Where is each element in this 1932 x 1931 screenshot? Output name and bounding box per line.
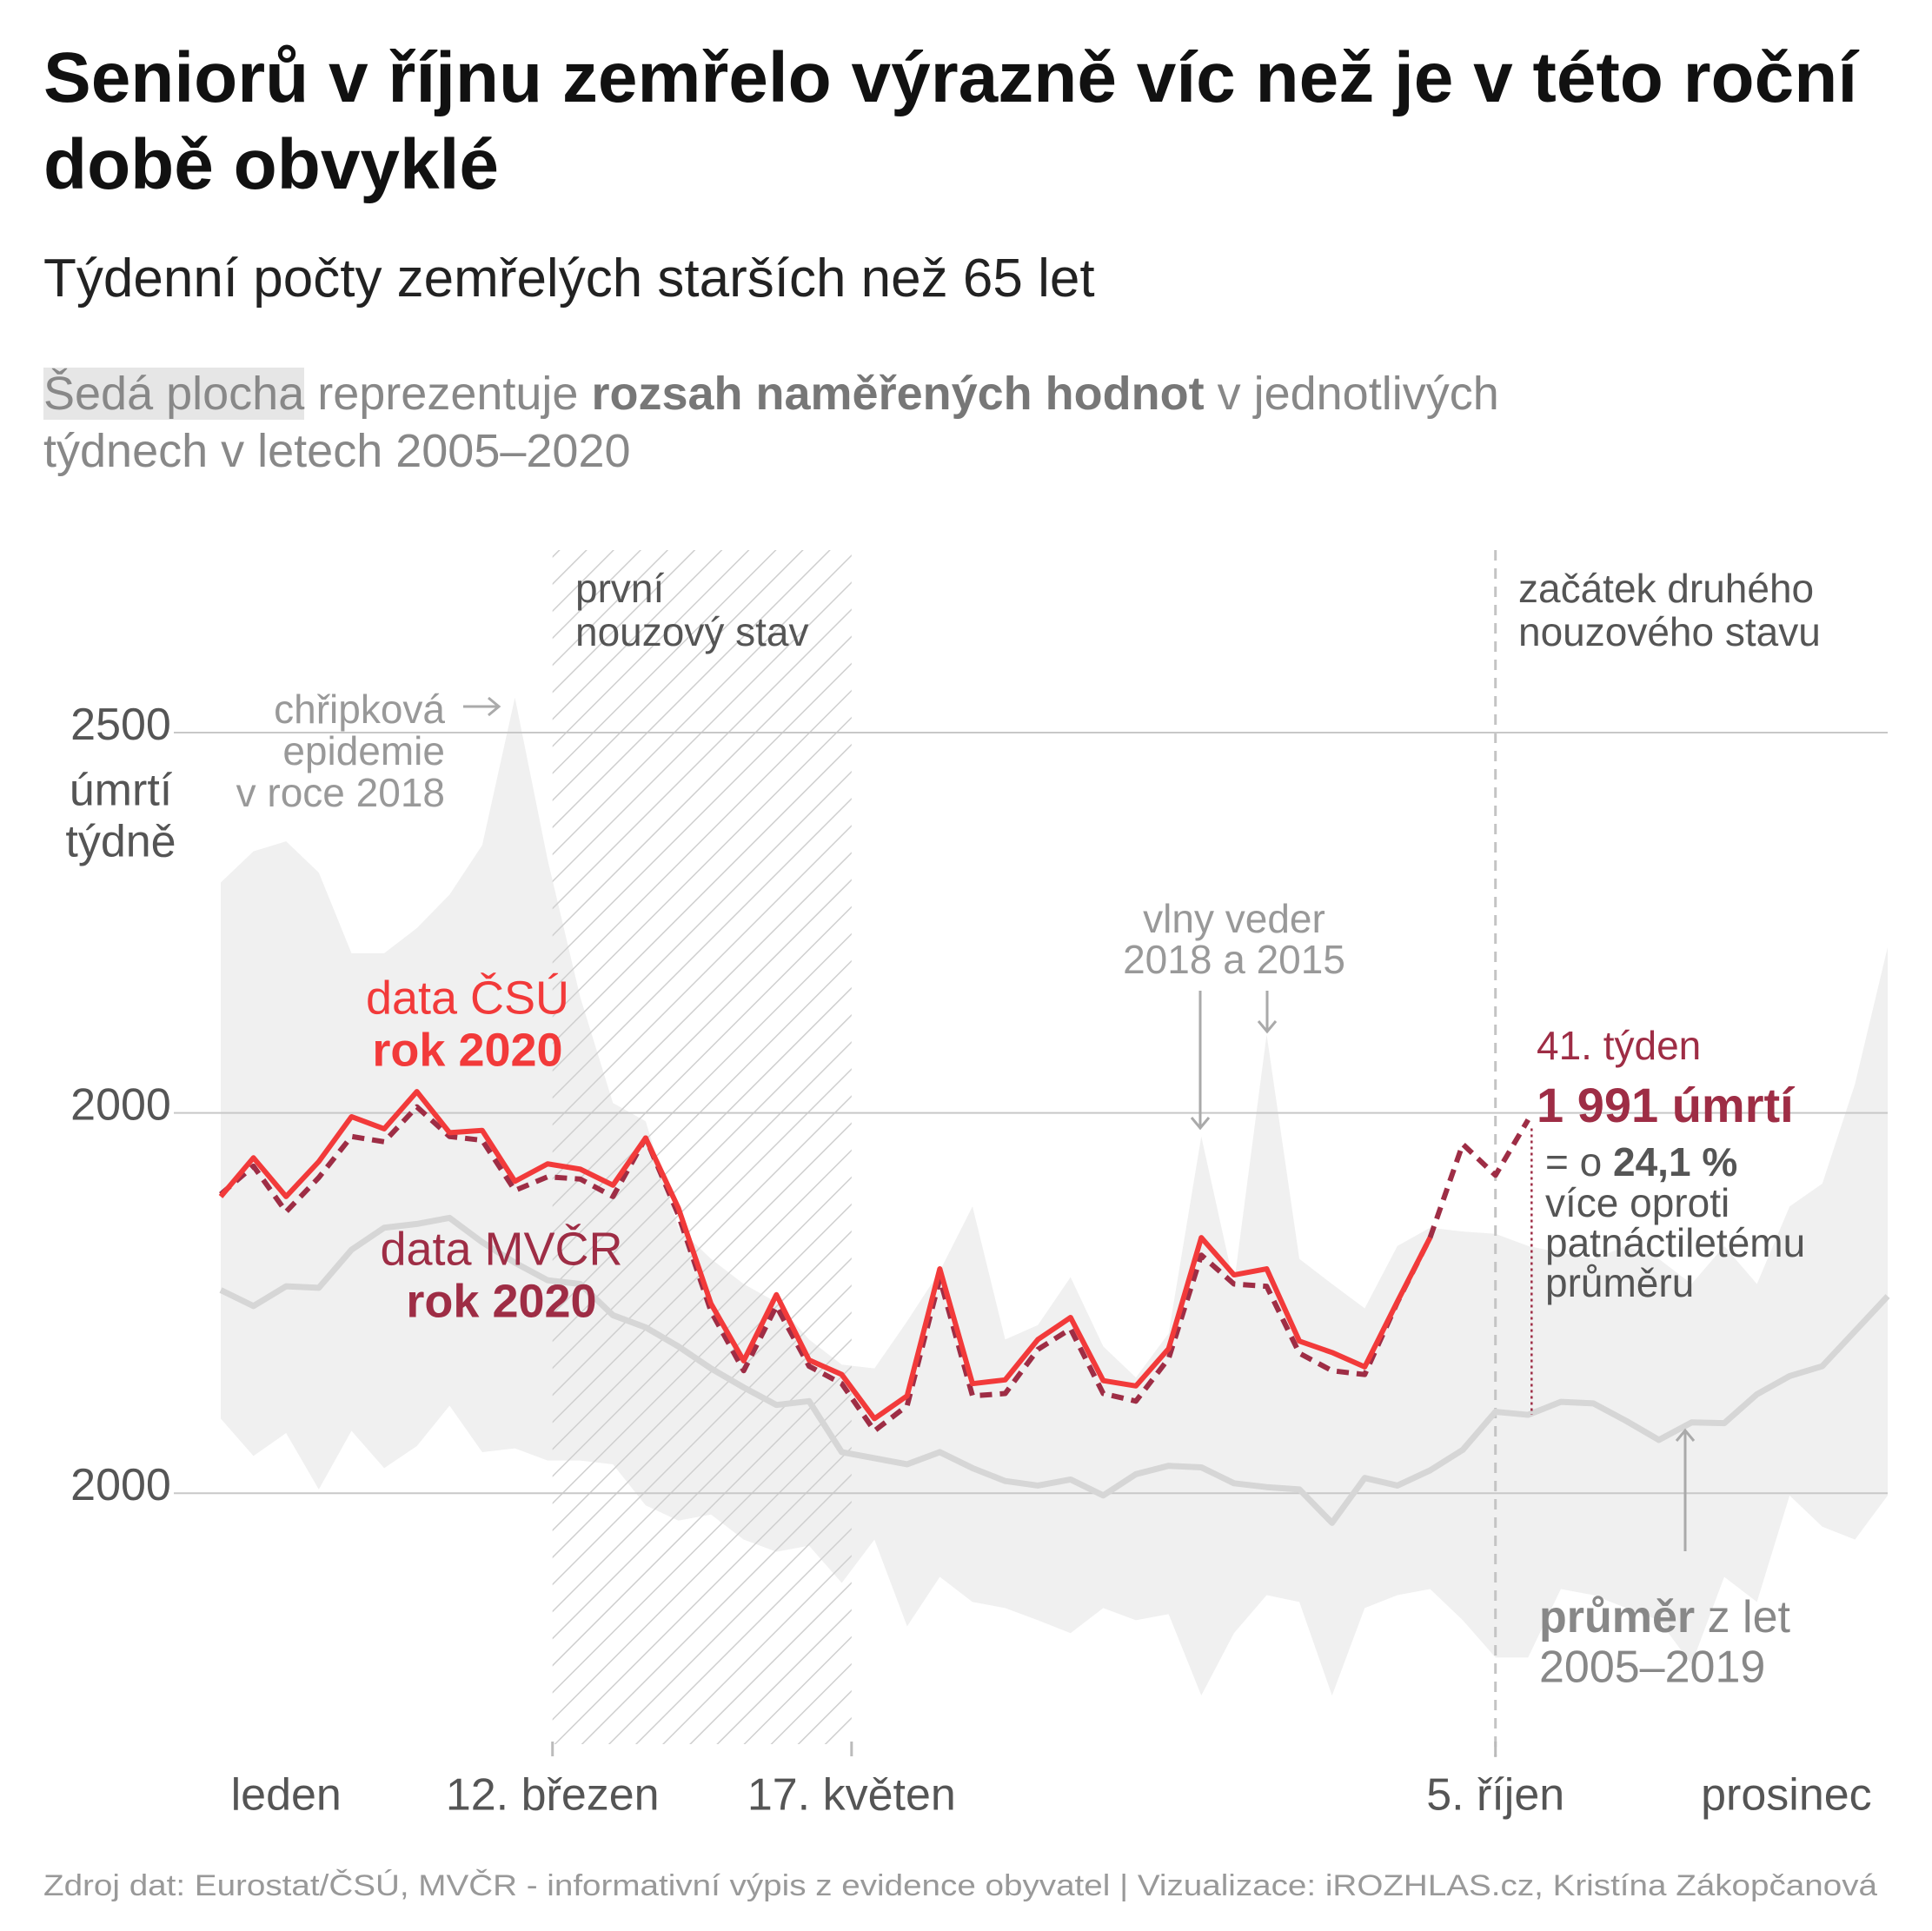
- y-tick-label: 2000: [70, 1460, 171, 1510]
- callout-text: průměru: [1545, 1260, 1694, 1305]
- callout-text: více oproti: [1545, 1180, 1730, 1225]
- callout-text: patnáctiletému: [1545, 1220, 1805, 1265]
- average-text: z let: [1695, 1592, 1790, 1642]
- series-label: rok 2020: [406, 1275, 596, 1327]
- average-line: [219, 1214, 1890, 1526]
- note-bold: rozsah naměřených hodnot: [591, 368, 1205, 420]
- x-tick-label: 5. říjen: [1426, 1770, 1564, 1821]
- y-axis-label: týdně: [65, 817, 176, 867]
- y-tick-label: 2000: [70, 1079, 171, 1130]
- callout-text: = o 24,1 %: [1545, 1139, 1737, 1184]
- callout-text: = o: [1545, 1139, 1613, 1184]
- annotation-arrow: [1190, 991, 1278, 1131]
- annotation: v roce 2018: [236, 770, 445, 815]
- annotation: chřipková: [274, 687, 445, 732]
- series-label: data ČSÚ: [366, 972, 569, 1024]
- y-axis-label: úmrtí: [70, 766, 173, 816]
- subtitle: Týdenní počty zemřelých starších než 65 …: [43, 249, 1095, 309]
- series-label: rok 2020: [372, 1024, 562, 1076]
- source: Zdroj dat: Eurostat/ČSÚ, MVČR - informat…: [43, 1869, 1877, 1902]
- x-tick-label: prosinec: [1701, 1770, 1872, 1821]
- series-label: data MVČR: [380, 1223, 622, 1275]
- lockdown-hatch: [552, 550, 852, 1744]
- callout-week: 41. týden: [1537, 1023, 1701, 1068]
- series-line: [218, 1089, 1433, 1422]
- note-text: reprezentuje: [304, 368, 592, 420]
- annotation: začátek druhého: [1518, 566, 1814, 611]
- annotation: nouzového stavu: [1518, 609, 1821, 654]
- average-label: průměr z let: [1539, 1592, 1791, 1642]
- series-line: [219, 1104, 1530, 1434]
- title: Seniorů v říjnu zemřelo výrazně víc než …: [43, 38, 1858, 204]
- annotation: epidemie: [282, 728, 445, 773]
- annotation: první: [575, 566, 664, 611]
- annotation-arrow: [1675, 1428, 1696, 1551]
- x-tick-label: leden: [231, 1770, 342, 1821]
- note: Šedá plocha reprezentuje rozsah naměřený…: [43, 365, 1660, 480]
- average-label: 2005–2019: [1539, 1642, 1765, 1693]
- annotation-arrow: [463, 696, 501, 717]
- x-tick-label: 17. květen: [747, 1770, 956, 1821]
- annotation: nouzový stav: [575, 609, 808, 654]
- x-tick-label: 12. březen: [446, 1770, 660, 1821]
- callout-value: 1 991 úmrtí: [1537, 1078, 1796, 1132]
- note-text: v jednotlivých týdnech v letech 2005–202…: [43, 368, 1499, 477]
- average-name: průměr: [1539, 1592, 1695, 1642]
- y-tick-label: 2500: [70, 700, 171, 750]
- annotation: vlny veder: [1143, 896, 1325, 941]
- annotation: 2018 a 2015: [1123, 937, 1345, 982]
- note-shade: Šedá plocha: [43, 368, 305, 420]
- callout-bold: 24,1 %: [1613, 1139, 1737, 1184]
